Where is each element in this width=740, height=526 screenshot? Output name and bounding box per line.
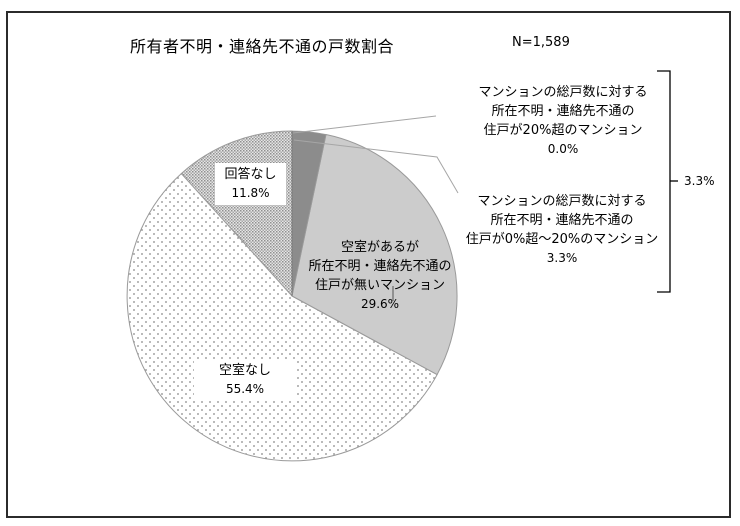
leader-line-under20	[293, 139, 459, 194]
leader-line-over20	[292, 115, 437, 134]
label-no-answer: 回答なし 11.8%	[215, 163, 286, 205]
label-over20: マンションの総戸数に対する 所在不明・連絡先不通の 住戸が20%超のマンション …	[478, 85, 648, 156]
slice-vacant-none-missing	[291, 133, 458, 376]
bracket-total: 3.3%	[684, 174, 715, 188]
slice-under20	[291, 130, 327, 297]
chart-title: 所有者不明・連絡先不通の戸数割合	[130, 37, 395, 56]
label-under20: マンションの総戸数に対する 所在不明・連絡先不通の 住戸が0%超～20%のマンシ…	[465, 194, 659, 265]
label-no-vacancy: 空室なし 55.4%	[194, 359, 296, 401]
sample-size: N=1,589	[512, 35, 570, 50]
label-vacant-none-missing: 空室があるが 所在不明・連絡先不通の 住戸が無いマンション 29.6%	[308, 240, 452, 311]
